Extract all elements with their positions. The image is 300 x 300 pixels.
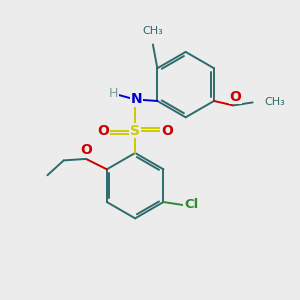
Text: O: O [80,143,92,157]
Text: H: H [109,87,118,100]
Text: N: N [131,92,142,106]
Text: CH₃: CH₃ [142,26,163,36]
Text: O: O [161,124,173,138]
Text: S: S [130,124,140,138]
Text: O: O [98,124,109,138]
Text: O: O [230,89,242,103]
Text: Cl: Cl [184,199,198,212]
Text: CH₃: CH₃ [264,98,285,107]
